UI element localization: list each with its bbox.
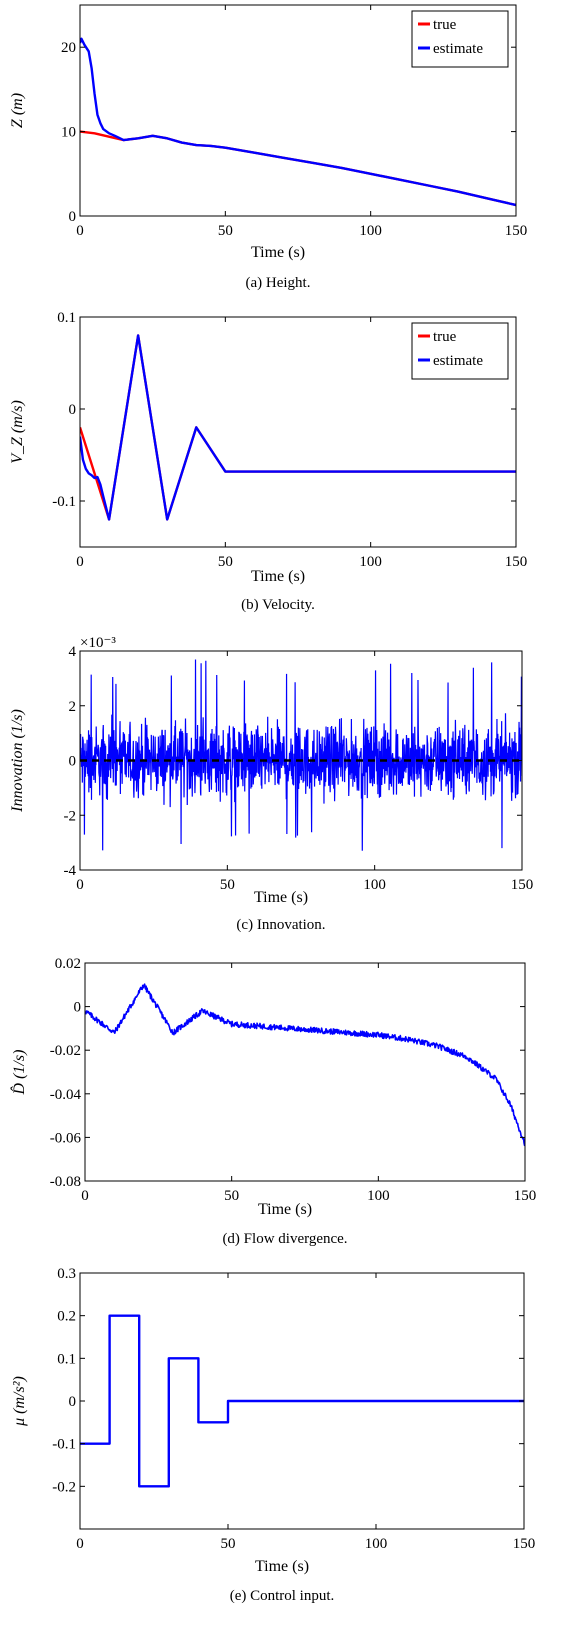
plot-area — [80, 659, 522, 851]
y-tick-label: 0 — [69, 1394, 77, 1410]
axes-frame — [84, 962, 526, 1182]
chart-caption: (c) Innovation. — [236, 917, 325, 933]
x-axis-label: Time (s) — [254, 889, 308, 906]
legend-entry-estimate: estimate — [433, 41, 483, 57]
y-tick-label: -0.04 — [50, 1087, 82, 1103]
x-tick-label: 150 — [511, 877, 534, 893]
chart-caption: (d) Flow divergence. — [222, 1231, 347, 1247]
x-tick-label: 150 — [505, 554, 528, 570]
y-tick-label: 0.3 — [57, 1266, 76, 1282]
x-tick-label: 50 — [221, 1536, 236, 1552]
y-axis-label: Z (m) — [9, 93, 26, 128]
x-tick-label: 0 — [76, 1536, 84, 1552]
plot-area — [80, 37, 516, 207]
x-tick-label: 100 — [363, 877, 386, 893]
x-axis-label: Time (s) — [251, 568, 305, 585]
plot-area — [80, 1314, 524, 1488]
innovation-series-line — [80, 659, 522, 851]
axes-frame — [79, 316, 517, 548]
plot-area — [85, 983, 525, 1147]
y-tick-label: -0.06 — [50, 1130, 82, 1146]
legend-entry-estimate: estimate — [433, 353, 483, 369]
chart-1: 0 50 100 150 0 10 20 Time (s) Z (m) (a) Height. tr… — [9, 4, 528, 291]
y-tick-label: 0.02 — [55, 956, 81, 972]
legend-entry-true: true — [433, 17, 457, 33]
x-axis-label: Time (s) — [251, 244, 305, 261]
series-line-estimate — [80, 334, 516, 521]
y-tick-label: 0 — [69, 209, 77, 225]
y-tick-label: -2 — [64, 808, 77, 824]
x-tick-label: 50 — [218, 554, 233, 570]
y-tick-label: -0.2 — [52, 1479, 76, 1495]
axes-frame — [79, 4, 517, 217]
legend: true estimate — [411, 10, 509, 68]
legend-box — [411, 322, 509, 380]
chart-3: 0 50 100 150 -4 -2 0 2 4×10⁻³ Time (s) Innovation … — [9, 635, 533, 933]
y-tick-label: 0 — [74, 1000, 82, 1016]
legend-box — [411, 10, 509, 68]
y-tick-label: 20 — [61, 40, 76, 56]
y-axis-label: D̂ (1/s) — [9, 1050, 28, 1096]
x-tick-label: 100 — [359, 223, 382, 239]
y-tick-label: 0 — [69, 402, 77, 418]
y-exponent-label: ×10⁻³ — [80, 635, 116, 651]
x-tick-label: 0 — [76, 223, 84, 239]
series-line-estimate — [80, 37, 516, 207]
chart-5: 0 50 100 150 -0.2 -0.1 0 0.1 0.2 0.3 Time (s) μ (m/… — [11, 1266, 535, 1604]
legend: true estimate — [411, 322, 509, 380]
chart-caption: (e) Control input. — [230, 1588, 335, 1604]
legend-entry-true: true — [433, 329, 457, 345]
x-axis-label: Time (s) — [258, 1201, 312, 1218]
plot-area — [80, 334, 516, 521]
y-tick-label: 0.1 — [57, 1351, 76, 1367]
y-tick-label: -0.02 — [50, 1043, 81, 1059]
chart-caption: (a) Height. — [246, 275, 311, 291]
y-tick-label: -4 — [64, 863, 77, 879]
chart-4: 0 50 100 150 -0.08 -0.06 -0.04 -0.02 0 0.02 Time (… — [9, 956, 536, 1247]
series-line-series-1 — [85, 983, 525, 1147]
x-tick-label: 150 — [514, 1188, 537, 1204]
y-tick-label: 4 — [69, 644, 77, 660]
x-tick-label: 150 — [513, 1536, 536, 1552]
x-tick-label: 0 — [76, 877, 84, 893]
x-tick-label: 0 — [81, 1188, 89, 1204]
y-tick-label: -0.1 — [52, 494, 76, 510]
x-tick-label: 100 — [365, 1536, 388, 1552]
x-tick-label: 100 — [359, 554, 382, 570]
x-axis-label: Time (s) — [255, 1558, 309, 1575]
y-tick-label: 0.1 — [57, 310, 76, 326]
y-tick-label: 0 — [69, 754, 77, 770]
chart-caption: (b) Velocity. — [241, 597, 315, 613]
y-tick-label: 0.2 — [57, 1309, 76, 1325]
y-tick-label: -0.08 — [50, 1174, 81, 1190]
y-tick-label: 10 — [61, 125, 76, 141]
chart-2: 0 50 100 150 -0.1 0 0.1 Time (s) V_Z (m/s) (b) Ve… — [9, 310, 527, 613]
y-axis-label: μ (m/s²) — [11, 1376, 28, 1427]
x-tick-label: 50 — [218, 223, 233, 239]
y-tick-label: 2 — [69, 699, 77, 715]
series-line-true — [80, 130, 516, 207]
y-tick-label: -0.1 — [52, 1437, 76, 1453]
series-line-series-1 — [80, 1314, 524, 1488]
x-tick-label: 0 — [76, 554, 84, 570]
x-tick-label: 150 — [505, 223, 528, 239]
x-tick-label: 50 — [224, 1188, 239, 1204]
x-tick-label: 100 — [367, 1188, 390, 1204]
y-axis-label: V_Z (m/s) — [9, 400, 26, 464]
y-axis-label: Innovation (1/s) — [9, 709, 26, 813]
x-tick-label: 50 — [220, 877, 235, 893]
